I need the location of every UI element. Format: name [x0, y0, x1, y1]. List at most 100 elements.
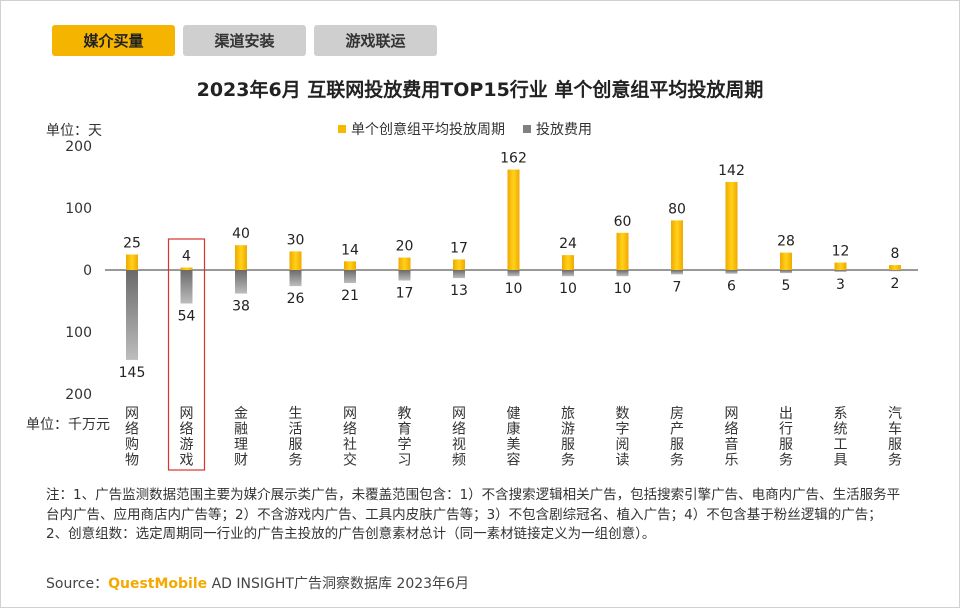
- data-label-period: 25: [123, 236, 141, 252]
- data-label-period: 80: [668, 201, 686, 217]
- category-label: 金融理财: [234, 406, 248, 469]
- category-label: 网络购物: [125, 406, 139, 469]
- bar-period: [235, 245, 247, 270]
- category-label: 网络视频: [452, 406, 466, 469]
- tab-game-cooperation[interactable]: 游戏联运: [314, 25, 437, 56]
- data-label-spend: 13: [450, 283, 468, 299]
- category-label: 网络游戏: [180, 406, 194, 469]
- bar-spend: [126, 270, 138, 360]
- highlight-box: [167, 238, 206, 471]
- data-label-spend: 7: [673, 279, 682, 295]
- data-label-spend: 2: [891, 276, 900, 292]
- data-label-period: 14: [341, 242, 359, 258]
- data-label-period: 4: [182, 249, 191, 265]
- bar-spend: [453, 270, 465, 279]
- data-label-period: 60: [614, 214, 632, 230]
- bar-spend: [834, 270, 847, 272]
- category-label: 教育学习: [398, 406, 412, 469]
- data-label-period: 8: [891, 246, 900, 262]
- unit-label-money: 单位：千万元: [26, 417, 110, 433]
- data-label-spend: 6: [727, 279, 736, 295]
- data-label-period: 20: [396, 239, 414, 255]
- data-label-period: 24: [559, 236, 577, 252]
- bar-period: [889, 265, 901, 270]
- source-prefix: Source：: [46, 576, 109, 592]
- data-label-spend: 10: [505, 281, 523, 297]
- bar-spend: [780, 270, 792, 274]
- data-label-period: 28: [777, 234, 795, 250]
- category-label: 旅游服务: [561, 406, 575, 469]
- data-label-period: 17: [450, 240, 468, 256]
- data-label-spend: 38: [232, 299, 250, 315]
- data-label-spend: 10: [614, 281, 632, 297]
- bar-spend: [671, 270, 683, 275]
- unit-label-days: 单位：天: [46, 123, 102, 139]
- bar-period: [725, 181, 738, 270]
- data-label-period: 162: [500, 151, 527, 167]
- chart-title: 2023年6月 互联网投放费用TOP15行业 单个创意组平均投放周期: [196, 79, 764, 101]
- source-brand: QuestMobile: [108, 576, 208, 592]
- bar-spend: [725, 270, 738, 274]
- data-label-spend: 10: [559, 281, 577, 297]
- bar-period: [562, 255, 574, 270]
- source-text: AD INSIGHT广告洞察数据库 2023年6月: [207, 576, 469, 592]
- bar-spend: [562, 270, 574, 277]
- category-label: 网络社交: [343, 406, 357, 469]
- bar-period: [453, 259, 465, 270]
- data-label-period: 40: [232, 226, 250, 242]
- bar-spend: [507, 270, 520, 277]
- footnote: 注：1、广告监测数据范围主要为媒介展示类广告，未覆盖范围包含：1）不含搜索逻辑相…: [46, 487, 901, 542]
- bar-period: [616, 232, 629, 270]
- category-label: 房产服务: [670, 406, 684, 469]
- y-tick-label: 200: [65, 387, 92, 403]
- data-label-spend: 5: [782, 278, 791, 294]
- y-tick-label: 200: [65, 139, 92, 155]
- category-label: 汽车服务: [888, 406, 902, 469]
- category-label: 数字阅读: [616, 406, 630, 469]
- bar-period: [289, 251, 302, 270]
- legend-label-spend: 投放费用: [536, 122, 592, 138]
- legend: 单个创意组平均投放周期 投放费用: [338, 119, 592, 139]
- legend-item-period: 单个创意组平均投放周期: [338, 119, 505, 139]
- bar-spend: [235, 270, 247, 294]
- data-label-period: 12: [832, 244, 850, 260]
- tab-channel-install[interactable]: 渠道安装: [183, 25, 306, 56]
- bar-spend: [180, 270, 193, 304]
- data-label-spend: 145: [119, 365, 146, 381]
- legend-swatch-gray: [523, 125, 531, 133]
- data-label-spend: 17: [396, 286, 414, 302]
- bar-spend: [289, 270, 302, 287]
- bar-period: [780, 252, 792, 270]
- category-label: 出行服务: [779, 406, 793, 469]
- data-label-period: 30: [287, 232, 305, 248]
- bar-chart: 200100010020025145网络购物454网络游戏4038金融理财302…: [65, 139, 918, 471]
- bar-period: [180, 267, 193, 270]
- category-label: 生活服务: [289, 406, 303, 469]
- bar-period: [834, 262, 847, 270]
- bar-period: [398, 257, 411, 270]
- data-label-spend: 21: [341, 288, 359, 304]
- bar-period: [126, 254, 138, 270]
- data-label-spend: 3: [836, 277, 845, 293]
- bar-period: [344, 261, 356, 270]
- legend-label-period: 单个创意组平均投放周期: [351, 122, 505, 138]
- category-label: 系统工具: [834, 406, 848, 469]
- bar-spend: [616, 270, 629, 277]
- category-label: 健康美容: [507, 406, 521, 469]
- y-tick-label: 100: [65, 325, 92, 341]
- bar-spend: [344, 270, 356, 284]
- category-label: 网络音乐: [725, 406, 739, 469]
- legend-item-spend: 投放费用: [523, 119, 592, 139]
- tab-media-buying[interactable]: 媒介买量: [52, 25, 175, 56]
- y-tick-label: 0: [83, 263, 92, 279]
- bar-spend: [889, 270, 901, 272]
- legend-swatch-yellow: [338, 125, 346, 133]
- data-label-spend: 54: [178, 308, 196, 324]
- y-tick-label: 100: [65, 201, 92, 217]
- bar-spend: [398, 270, 411, 281]
- data-label-period: 142: [718, 163, 745, 179]
- bar-period: [671, 220, 683, 270]
- bar-period: [507, 169, 520, 270]
- data-label-spend: 26: [287, 291, 305, 307]
- source-line: Source：QuestMobile AD INSIGHT广告洞察数据库 202…: [46, 573, 469, 593]
